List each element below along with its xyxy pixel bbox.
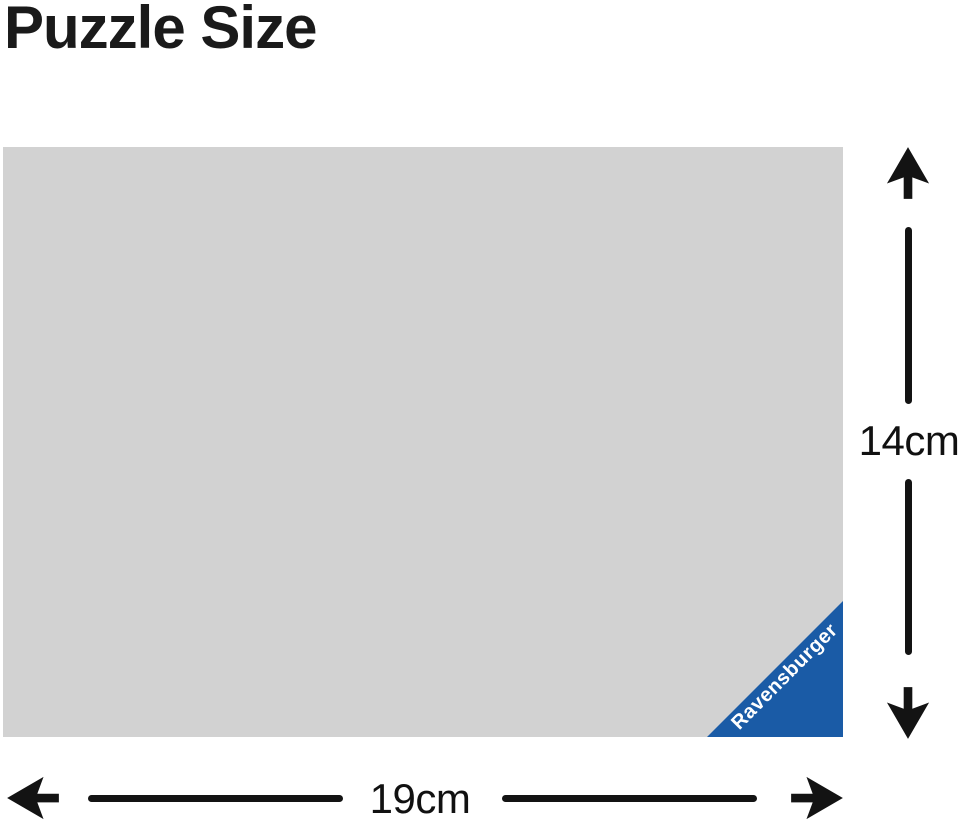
height-dimension-label: 14cm bbox=[858, 417, 959, 464]
width-dimension-label: 19cm bbox=[369, 775, 471, 822]
brand-corner: Ravensburger bbox=[707, 601, 843, 737]
width-dimension-line-left bbox=[88, 795, 343, 802]
down-arrow-icon bbox=[886, 687, 930, 739]
puzzle-rectangle: Ravensburger bbox=[3, 147, 843, 737]
height-dimension-line-top bbox=[905, 227, 912, 404]
width-dimension-line-right bbox=[502, 795, 757, 802]
left-arrow-icon bbox=[7, 776, 59, 820]
up-arrow-icon bbox=[886, 147, 930, 199]
right-arrow-icon bbox=[791, 776, 843, 820]
height-dimension-line-bottom bbox=[905, 479, 912, 655]
page-title: Puzzle Size bbox=[4, 0, 317, 61]
